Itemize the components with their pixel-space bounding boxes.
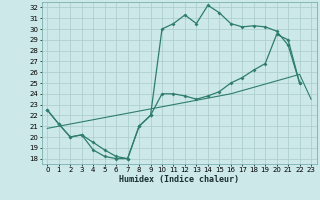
X-axis label: Humidex (Indice chaleur): Humidex (Indice chaleur) xyxy=(119,175,239,184)
